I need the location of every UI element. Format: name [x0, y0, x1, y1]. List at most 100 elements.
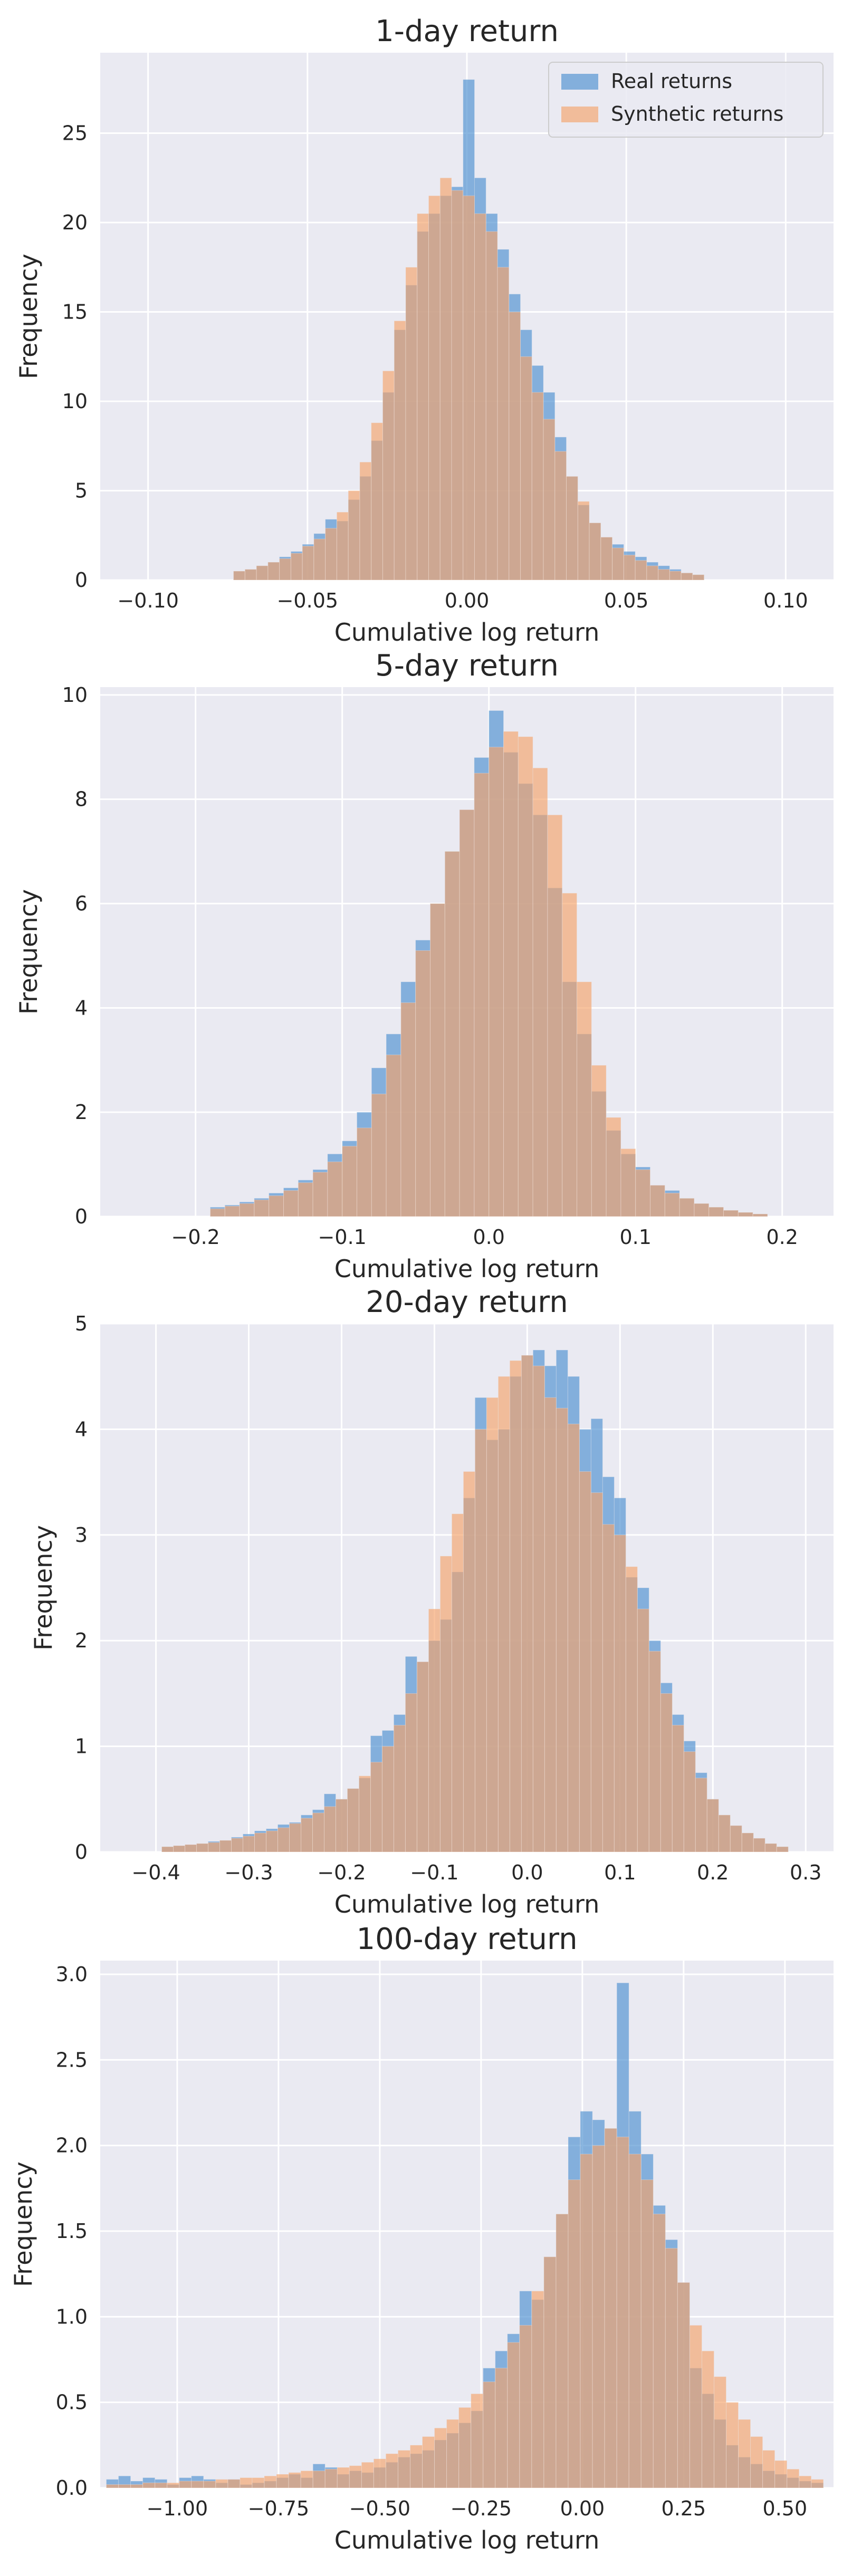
x-tick-label: 0.1 [619, 1226, 651, 1249]
synthetic-bar [709, 1207, 724, 1217]
synthetic-bar [252, 2477, 265, 2488]
synthetic-bar [276, 2474, 289, 2488]
x-tick-label: −0.1 [410, 1861, 458, 1884]
synthetic-bar [349, 2465, 362, 2488]
synthetic-bar [474, 1429, 487, 1852]
synthetic-bar [167, 2482, 180, 2488]
synthetic-bar [635, 1169, 650, 1217]
panel-3: −0.4 −0.3 −0.2 −0.1 0.0 0.1 0.2 0.3 0 1 2 3 4 5 20-day… [29, 1285, 834, 1918]
synthetic-bar [439, 1556, 452, 1852]
x-tick-label: 0.10 [763, 589, 808, 612]
synthetic-bar [233, 571, 245, 580]
synthetic-bar [264, 2475, 277, 2488]
synthetic-bar [358, 1776, 371, 1852]
synthetic-bar [386, 1054, 401, 1217]
synthetic-bar [370, 1762, 382, 1852]
synthetic-bar [300, 1818, 313, 1852]
synthetic-bar [547, 814, 563, 1217]
synthetic-bar [203, 2481, 216, 2488]
synthetic-bar [811, 2479, 824, 2488]
synthetic-bar [566, 476, 578, 580]
synthetic-bar [191, 2481, 204, 2488]
synthetic-bar [405, 267, 418, 580]
synthetic-bar [764, 1843, 777, 1852]
synthetic-bar [544, 1397, 557, 1852]
legend-label: Real returns [611, 70, 732, 93]
synthetic-bar [604, 2128, 617, 2488]
synthetic-bar [683, 1751, 696, 1852]
legend-swatch [561, 107, 598, 122]
y-tick-label: 0.0 [56, 2476, 88, 2500]
y-tick-label: 5 [75, 479, 88, 503]
synthetic-bar [799, 2475, 812, 2488]
synthetic-bar [507, 2342, 520, 2488]
chart-title: 20-day return [366, 1285, 568, 1319]
synthetic-bar [397, 2450, 410, 2488]
synthetic-bar [620, 1148, 636, 1217]
x-tick-label: −0.05 [277, 589, 338, 612]
synthetic-bar [463, 1471, 475, 1852]
synthetic-bar [342, 1145, 358, 1217]
synthetic-bar [371, 1094, 387, 1217]
synthetic-bar [393, 1725, 406, 1852]
synthetic-bar [616, 2136, 629, 2488]
x-tick-label: 0.50 [763, 2497, 808, 2520]
synthetic-bar [614, 1535, 626, 1852]
synthetic-bar [635, 560, 647, 580]
synthetic-bar [210, 1208, 225, 1217]
synthetic-bar [474, 213, 486, 580]
synthetic-bar [458, 2407, 472, 2488]
x-tick-label: 0.00 [445, 589, 490, 612]
synthetic-bar [518, 736, 533, 1217]
synthetic-bar [347, 1788, 359, 1852]
synthetic-bar [567, 1423, 580, 1852]
synthetic-bar [648, 1651, 661, 1852]
panel-1: −0.10 −0.05 0.00 0.05 0.10 0 5 10 15 20 25 1-day re… [14, 14, 834, 647]
synthetic-bar [385, 2453, 398, 2488]
chart-title: 5-day return [375, 649, 559, 683]
x-tick-label: 0.3 [790, 1861, 821, 1884]
x-tick-label: 0.2 [766, 1226, 798, 1249]
synthetic-bar [554, 451, 567, 580]
synthetic-bar [623, 555, 636, 580]
synthetic-bar [602, 1524, 615, 1852]
synthetic-bar [787, 2468, 800, 2488]
synthetic-bar [373, 2458, 386, 2488]
synthetic-bar [256, 565, 269, 580]
synthetic-bar [266, 1830, 279, 1852]
x-tick-label: −0.25 [451, 2497, 512, 2520]
synthetic-bar [302, 546, 314, 580]
series-synthetic [233, 177, 705, 580]
synthetic-bar [224, 1205, 240, 1217]
synthetic-bar [371, 422, 383, 580]
y-axis-label: Frequency [29, 1525, 58, 1651]
synthetic-bar [451, 190, 464, 580]
legend-label: Synthetic returns [611, 102, 783, 126]
y-tick-label: 8 [75, 788, 88, 811]
synthetic-bar [288, 2472, 301, 2488]
synthetic-bar [335, 1799, 348, 1852]
bars [233, 79, 705, 580]
x-tick-label: −0.75 [248, 2497, 309, 2520]
synthetic-bar [753, 1838, 765, 1852]
synthetic-bar [196, 1843, 209, 1852]
synthetic-bar [665, 2247, 678, 2488]
synthetic-bar [695, 1778, 707, 1852]
synthetic-bar [428, 1608, 441, 1852]
y-tick-label: 0 [75, 1205, 88, 1228]
x-tick-label: −0.2 [317, 1861, 366, 1884]
y-axis-label: Frequency [14, 254, 43, 379]
x-tick-label: 0.0 [473, 1226, 504, 1249]
synthetic-bar [730, 1825, 742, 1852]
synthetic-bar [750, 2436, 763, 2488]
synthetic-bar [394, 320, 406, 580]
synthetic-bar [562, 893, 577, 1217]
synthetic-bar [612, 547, 624, 580]
synthetic-bar [173, 1845, 186, 1852]
y-tick-label: 1 [75, 1735, 88, 1758]
synthetic-bar [532, 1365, 545, 1852]
y-tick-label: 2.0 [56, 2134, 88, 2157]
y-tick-label: 1.0 [56, 2305, 88, 2328]
synthetic-bar [637, 1608, 649, 1852]
synthetic-bar [485, 231, 498, 580]
